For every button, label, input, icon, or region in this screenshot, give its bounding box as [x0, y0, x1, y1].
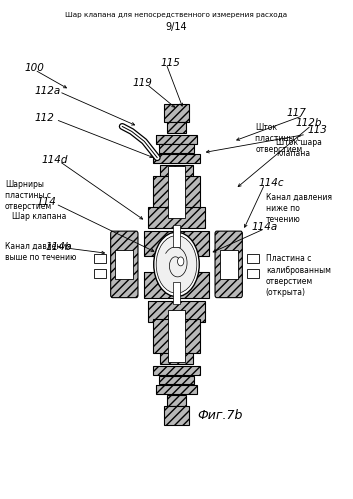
FancyBboxPatch shape: [215, 231, 243, 297]
Bar: [164, 406, 189, 425]
Bar: [160, 165, 193, 176]
Circle shape: [156, 236, 197, 293]
Text: 113: 113: [308, 125, 328, 135]
Text: Шар клапана для непосредственного измерения расхода: Шар клапана для непосредственного измере…: [65, 12, 288, 18]
Text: 114c: 114c: [259, 178, 285, 188]
Text: Шток шара
клапана: Шток шара клапана: [276, 138, 322, 158]
Text: 112a: 112a: [35, 86, 61, 96]
Circle shape: [178, 257, 184, 266]
Bar: [168, 310, 185, 362]
Bar: [159, 144, 194, 153]
Bar: [148, 301, 205, 322]
Text: Шарниры
пластины с
отверстием: Шарниры пластины с отверстием: [5, 180, 52, 211]
Bar: [156, 135, 197, 144]
Bar: [160, 165, 193, 176]
Bar: [159, 376, 194, 384]
Text: Шток
пластины с
отверстием: Шток пластины с отверстием: [255, 123, 303, 154]
Bar: [148, 301, 205, 322]
Bar: [167, 395, 186, 406]
Bar: [246, 254, 259, 263]
Bar: [160, 353, 193, 364]
Bar: [94, 269, 107, 278]
Bar: [154, 366, 199, 375]
Bar: [144, 272, 209, 298]
Text: 114b: 114b: [45, 242, 72, 252]
Bar: [154, 366, 199, 375]
Text: 114d: 114d: [42, 155, 68, 165]
Text: 9/14: 9/14: [166, 22, 187, 32]
Bar: [173, 282, 180, 304]
Bar: [246, 269, 259, 278]
Text: 117: 117: [287, 108, 307, 118]
Bar: [159, 144, 194, 153]
Bar: [164, 104, 189, 122]
Bar: [160, 353, 193, 364]
Bar: [159, 376, 194, 384]
Bar: [168, 166, 185, 219]
Bar: [144, 272, 209, 298]
Bar: [156, 385, 197, 394]
Bar: [156, 385, 197, 394]
Text: 119: 119: [133, 78, 152, 88]
FancyBboxPatch shape: [110, 231, 138, 297]
Text: Канал давления
ниже по
течению: Канал давления ниже по течению: [266, 193, 332, 224]
Bar: [167, 395, 186, 406]
Bar: [148, 207, 205, 228]
Bar: [173, 225, 180, 247]
Bar: [148, 207, 205, 228]
Bar: [220, 250, 238, 279]
Bar: [167, 122, 186, 133]
Bar: [115, 250, 133, 279]
Bar: [154, 176, 199, 209]
Bar: [164, 406, 189, 425]
Text: Канал давления
выше по течению: Канал давления выше по течению: [5, 242, 76, 262]
Text: Фиг.7b: Фиг.7b: [198, 409, 243, 422]
Text: Шар клапана: Шар клапана: [12, 212, 66, 221]
Text: 114a: 114a: [252, 222, 278, 232]
Bar: [167, 122, 186, 133]
Text: 115: 115: [161, 58, 181, 68]
Text: 100: 100: [24, 63, 44, 73]
Bar: [144, 231, 209, 256]
Bar: [154, 154, 199, 163]
Bar: [154, 319, 199, 353]
Bar: [144, 231, 209, 256]
Text: 112: 112: [35, 113, 54, 123]
Bar: [156, 135, 197, 144]
Bar: [94, 254, 107, 263]
Bar: [154, 154, 199, 163]
Text: Пластина с
калиброванным
отверстием
(открыта): Пластина с калиброванным отверстием (отк…: [266, 254, 331, 297]
Circle shape: [154, 232, 199, 296]
Bar: [154, 319, 199, 353]
Bar: [164, 104, 189, 122]
Bar: [154, 176, 199, 209]
Text: 114: 114: [36, 198, 56, 208]
Text: 112b: 112b: [295, 118, 322, 128]
